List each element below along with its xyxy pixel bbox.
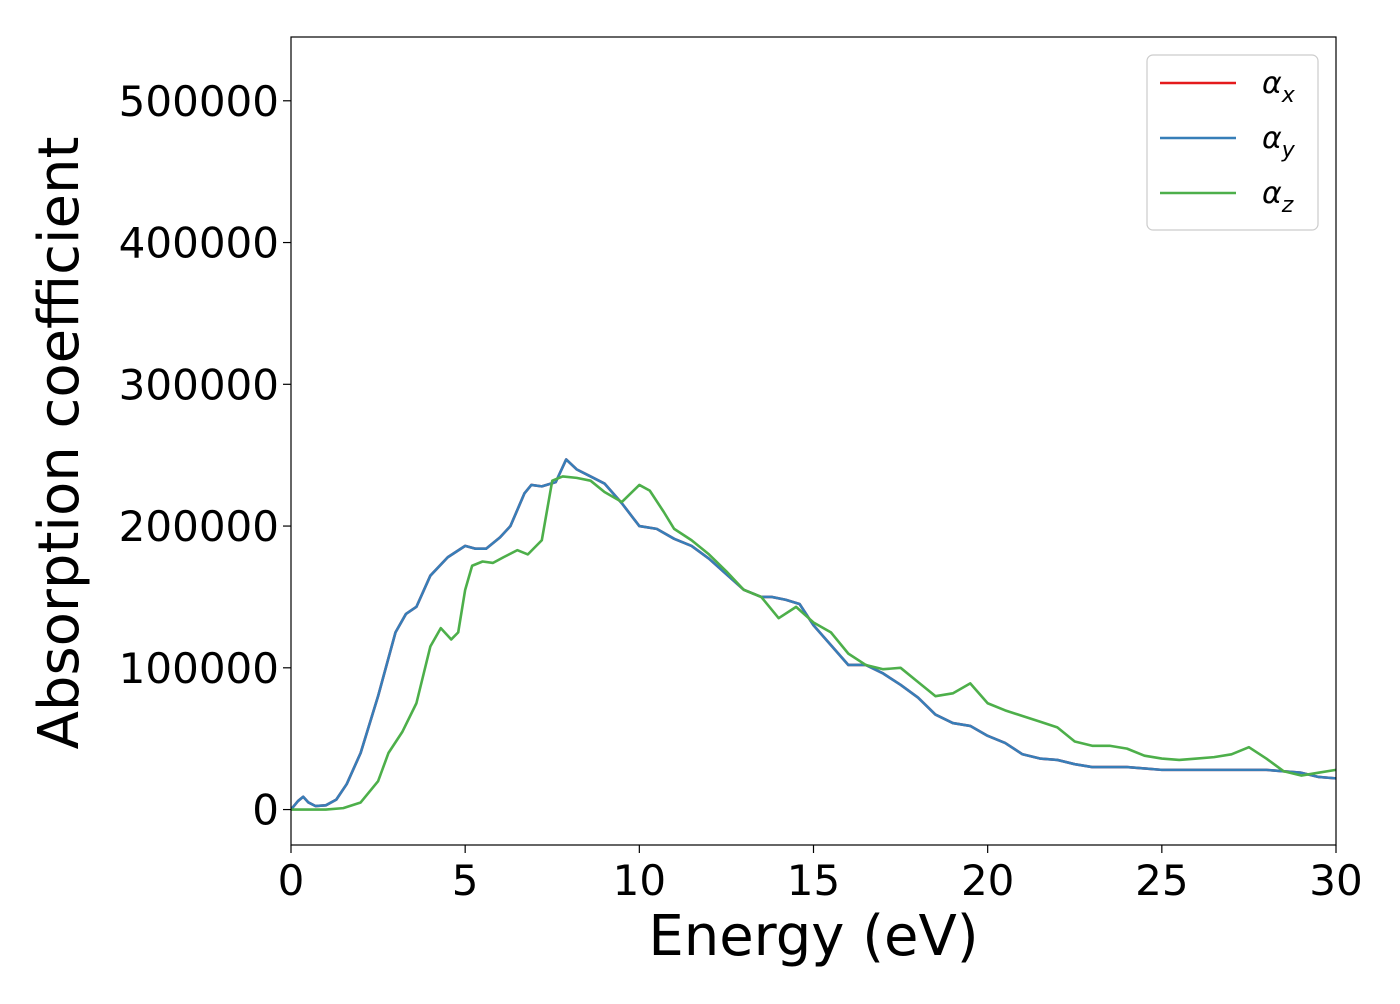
axes: 0 5 10 15 20 25 30 0 100000 200000 300000 400000 500…: [119, 36, 1363, 905]
y-tick-label: 400000: [119, 219, 279, 268]
series-line-z: [291, 475, 1336, 811]
x-tick-label: 15: [787, 856, 840, 905]
x-tick-label: 5: [452, 856, 479, 905]
x-tick-label: 25: [1135, 856, 1188, 905]
x-tick-label: 0: [278, 856, 305, 905]
x-axis-title: Energy (eV): [648, 904, 978, 969]
legend-label-z: αz: [1262, 176, 1294, 218]
y-axis-title: Absorption coefficient: [27, 137, 92, 750]
plot-area: [291, 458, 1336, 811]
y-tick-label: 300000: [119, 360, 279, 409]
legend: αx αy αz: [1146, 54, 1319, 231]
x-tick-label: 30: [1309, 856, 1362, 905]
y-tick-label: 200000: [119, 502, 279, 551]
x-tick-label: 20: [961, 856, 1014, 905]
legend-box: [1146, 54, 1319, 231]
legend-label-y: αy: [1262, 121, 1296, 163]
legend-label-x: αx: [1262, 66, 1296, 108]
y-tick-label: 0: [252, 786, 279, 835]
y-tick-label: 100000: [119, 644, 279, 693]
x-tick-label: 10: [613, 856, 666, 905]
y-tick-label: 500000: [119, 77, 279, 126]
